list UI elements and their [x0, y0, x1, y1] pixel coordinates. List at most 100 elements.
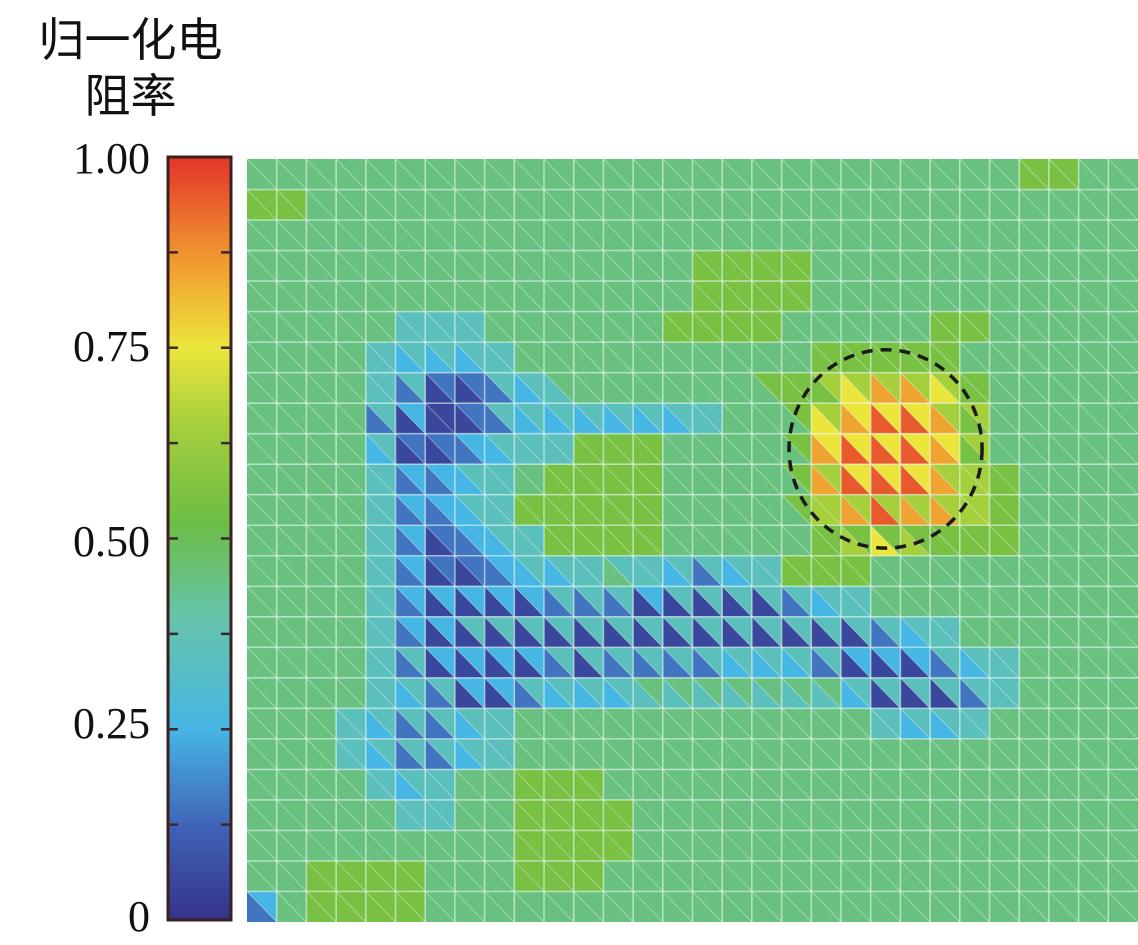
- grid-line-diagonal: [246, 311, 278, 343]
- heatmap-cell-lower-triangle: [544, 647, 574, 678]
- grid-line-diagonal: [1107, 616, 1138, 648]
- heatmap-cell-upper-triangle: [1048, 433, 1079, 465]
- grid-line-diagonal: [454, 524, 485, 557]
- heatmap-cell-lower-triangle: [336, 769, 366, 800]
- heatmap-cell-lower-triangle: [1019, 677, 1049, 709]
- heatmap-cell-upper-triangle: [870, 342, 901, 373]
- heatmap-cell-lower-triangle: [989, 708, 1020, 739]
- heatmap-cell-upper-triangle: [811, 433, 841, 465]
- heatmap-cell-upper-triangle: [365, 403, 396, 434]
- grid-line-diagonal: [751, 341, 782, 373]
- grid-line-diagonal: [424, 250, 456, 282]
- grid-line-diagonal: [810, 646, 842, 679]
- heatmap-cell-upper-triangle: [395, 464, 426, 495]
- heatmap-cell-lower-triangle: [900, 250, 931, 282]
- heatmap-cell-upper-triangle: [603, 830, 634, 861]
- grid-line-diagonal: [929, 433, 961, 465]
- heatmap-cell-lower-triangle: [662, 708, 693, 739]
- heatmap-cell-upper-triangle: [365, 677, 396, 709]
- heatmap-cell-upper-triangle: [811, 891, 841, 922]
- grid-line-diagonal: [543, 433, 575, 465]
- heatmap-cell-upper-triangle: [1019, 159, 1049, 190]
- heatmap-cell-upper-triangle: [722, 159, 752, 190]
- grid-line-diagonal: [365, 646, 396, 679]
- heatmap-cell-upper-triangle: [336, 860, 366, 892]
- heatmap-cell-lower-triangle: [870, 189, 901, 221]
- grid-line-diagonal: [751, 402, 782, 435]
- heatmap-cell-lower-triangle: [870, 891, 901, 922]
- heatmap-cell-lower-triangle: [751, 677, 782, 709]
- grid-line-diagonal: [513, 158, 545, 190]
- heatmap-cell-upper-triangle: [336, 555, 366, 587]
- heatmap-cell-lower-triangle: [1048, 311, 1079, 343]
- heatmap-cell-lower-triangle: [365, 860, 396, 892]
- heatmap-cell-upper-triangle: [514, 769, 544, 800]
- heatmap-cell-upper-triangle: [365, 281, 396, 312]
- heatmap-cell-upper-triangle: [454, 159, 485, 190]
- heatmap-cell-upper-triangle: [365, 616, 396, 648]
- heatmap-cell-upper-triangle: [603, 311, 634, 343]
- heatmap-cell-lower-triangle: [276, 525, 307, 556]
- heatmap-cell-upper-triangle: [722, 281, 752, 312]
- heatmap-cell-upper-triangle: [692, 342, 723, 373]
- grid-line-diagonal: [424, 860, 456, 892]
- grid-line-diagonal: [810, 616, 842, 648]
- grid-line-diagonal: [365, 708, 396, 740]
- heatmap-cell-upper-triangle: [1108, 372, 1138, 404]
- heatmap-cell-upper-triangle: [989, 433, 1020, 465]
- heatmap-cell-upper-triangle: [1048, 220, 1079, 251]
- grid-line-diagonal: [989, 341, 1020, 373]
- grid-line-diagonal: [603, 372, 634, 404]
- grid-line-diagonal: [543, 616, 575, 648]
- grid-line-diagonal: [929, 280, 961, 312]
- heatmap-cell-upper-triangle: [930, 403, 960, 434]
- heatmap-cell-upper-triangle: [1048, 189, 1079, 221]
- heatmap-cell-lower-triangle: [930, 616, 960, 648]
- heatmap-cell-lower-triangle: [662, 586, 693, 617]
- heatmap-cell-lower-triangle: [336, 616, 366, 648]
- heatmap-cell-upper-triangle: [662, 769, 693, 800]
- heatmap-cell-lower-triangle: [841, 616, 871, 648]
- heatmap-cell-upper-triangle: [722, 525, 752, 556]
- grid-line-diagonal: [543, 402, 575, 435]
- heatmap-cell-upper-triangle: [1019, 281, 1049, 312]
- grid-line-diagonal: [543, 341, 575, 373]
- heatmap-cell-upper-triangle: [1019, 433, 1049, 465]
- grid-line-diagonal: [1018, 280, 1050, 312]
- grid-line-diagonal: [751, 799, 782, 831]
- heatmap-cell-upper-triangle: [484, 403, 515, 434]
- grid-line-diagonal: [276, 341, 307, 373]
- heatmap-cell-lower-triangle: [247, 769, 277, 800]
- grid-line-diagonal: [840, 769, 872, 801]
- heatmap-cell-lower-triangle: [662, 525, 693, 556]
- grid-line-diagonal: [365, 372, 396, 404]
- grid-line-diagonal: [781, 219, 812, 251]
- grid-line-diagonal: [365, 677, 396, 709]
- heatmap-cell-upper-triangle: [336, 769, 366, 800]
- heatmap-cell-lower-triangle: [751, 159, 782, 190]
- grid-line-diagonal: [721, 280, 753, 312]
- grid-line-diagonal: [513, 433, 545, 465]
- grid-line-diagonal: [662, 555, 693, 587]
- heatmap-cell-upper-triangle: [276, 189, 307, 221]
- heatmap-cell-upper-triangle: [395, 616, 426, 648]
- heatmap-cell-lower-triangle: [930, 586, 960, 617]
- heatmap-cell-lower-triangle: [959, 555, 990, 587]
- grid-line-diagonal: [840, 738, 872, 770]
- grid-line-diagonal: [513, 524, 545, 557]
- heatmap-cell-upper-triangle: [722, 586, 752, 617]
- colorbar-title-line-1: 归一化电: [38, 13, 223, 67]
- heatmap-cell-lower-triangle: [930, 708, 960, 739]
- grid-line-diagonal: [721, 708, 753, 740]
- heatmap-cell-lower-triangle: [544, 677, 574, 709]
- grid-line-diagonal: [276, 646, 307, 679]
- heatmap-cell-upper-triangle: [336, 250, 366, 282]
- heatmap-cell-upper-triangle: [1019, 769, 1049, 800]
- heatmap-cell-lower-triangle: [1078, 220, 1109, 251]
- heatmap-cell-lower-triangle: [573, 830, 604, 861]
- grid-line-diagonal: [1078, 891, 1109, 923]
- heatmap-cell-upper-triangle: [336, 159, 366, 190]
- heatmap-cell-upper-triangle: [841, 403, 871, 434]
- grid-line-diagonal: [543, 463, 575, 496]
- grid-line-diagonal: [959, 616, 990, 648]
